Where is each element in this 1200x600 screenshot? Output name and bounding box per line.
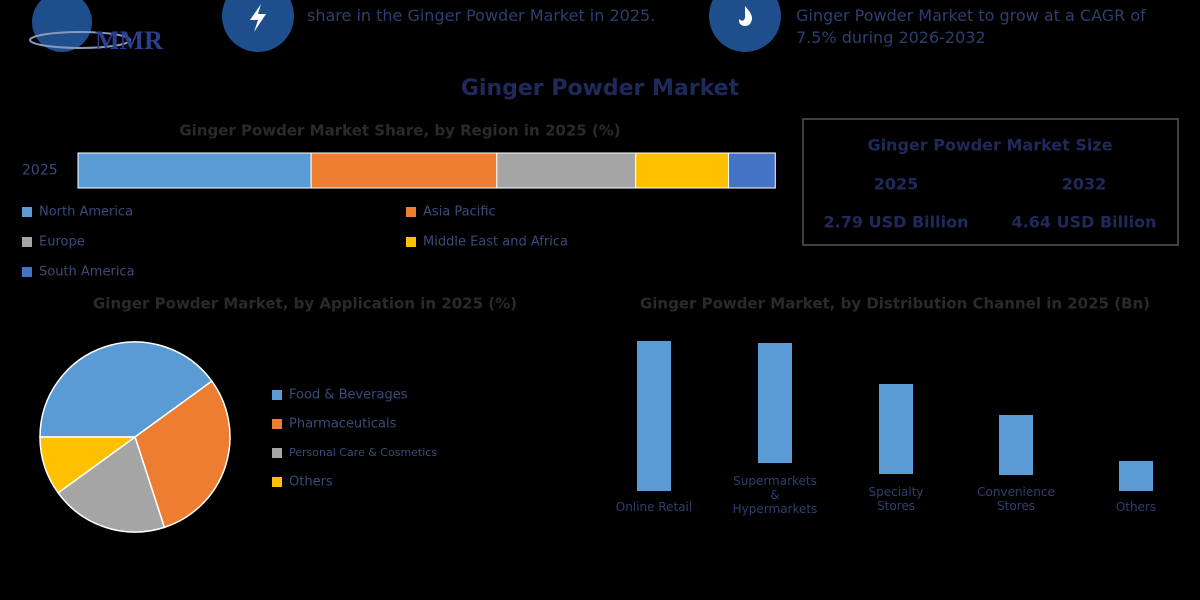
size-value: 2.79 USD Billion (824, 213, 969, 232)
pie-slice (57, 435, 166, 533)
x-tick-label: Convenience Stores (977, 485, 1055, 513)
legend-swatch (22, 237, 32, 247)
bar (999, 415, 1033, 475)
stat-text: share in the Ginger Powder Market in 202… (307, 6, 656, 25)
size-year: 2025 (874, 175, 919, 194)
bar-segment (635, 152, 730, 189)
main-title: Ginger Powder Market (461, 76, 740, 101)
bar-segment (728, 152, 776, 189)
chart-title: Ginger Powder Market, by Application in … (93, 295, 517, 313)
logo-globe (32, 0, 92, 52)
legend-swatch (272, 419, 282, 429)
legend-label: North America (39, 205, 133, 220)
pie-slice (39, 341, 213, 438)
bar (637, 341, 671, 491)
legend-label: Food & Beverages (289, 388, 408, 403)
chart-title: Ginger Powder Market Share, by Region in… (179, 122, 620, 140)
bar (879, 384, 913, 474)
legend-swatch (406, 207, 416, 217)
legend-label: Others (289, 475, 333, 490)
x-tick-label: Specialty Stores (868, 485, 924, 513)
size-box (802, 118, 1179, 246)
size-year: 2032 (1062, 175, 1107, 194)
legend-swatch (272, 390, 282, 400)
bar-segment (310, 152, 498, 189)
bar-segment (496, 152, 637, 189)
bar-segment (77, 152, 312, 189)
legend-swatch (22, 267, 32, 277)
size-value: 4.64 USD Billion (1012, 213, 1157, 232)
x-tick-label: Others (1115, 500, 1157, 514)
legend-swatch (406, 237, 416, 247)
bar (758, 343, 792, 463)
legend-label: Pharmaceuticals (289, 417, 397, 432)
legend-swatch (272, 477, 282, 487)
chart-title: Ginger Powder Market, by Distribution Ch… (640, 295, 1150, 313)
pie-slice (39, 436, 138, 494)
legend-label: Europe (39, 235, 85, 250)
legend-label: Asia Pacific (423, 205, 496, 220)
bar (1119, 461, 1153, 491)
stat-text: Ginger Powder Market to grow at a CAGR o… (796, 6, 1146, 47)
legend-swatch (272, 448, 282, 458)
legend-swatch (22, 207, 32, 217)
bolt-icon (250, 4, 266, 32)
logo-ring (29, 31, 131, 49)
pie-slice (134, 380, 231, 529)
x-tick-label: Supermarkets & Hypermarkets (732, 474, 818, 516)
legend-label: Personal Care & Cosmetics (289, 446, 437, 459)
legend-label: Middle East and Africa (423, 235, 568, 250)
x-tick-label: Online Retail (615, 500, 693, 514)
drop-icon (738, 6, 753, 27)
legend-label: South America (39, 265, 135, 280)
size-title: Ginger Powder Market Size (867, 136, 1112, 155)
category-label: 2025 (22, 163, 58, 179)
logo-text: MMR (95, 26, 163, 55)
